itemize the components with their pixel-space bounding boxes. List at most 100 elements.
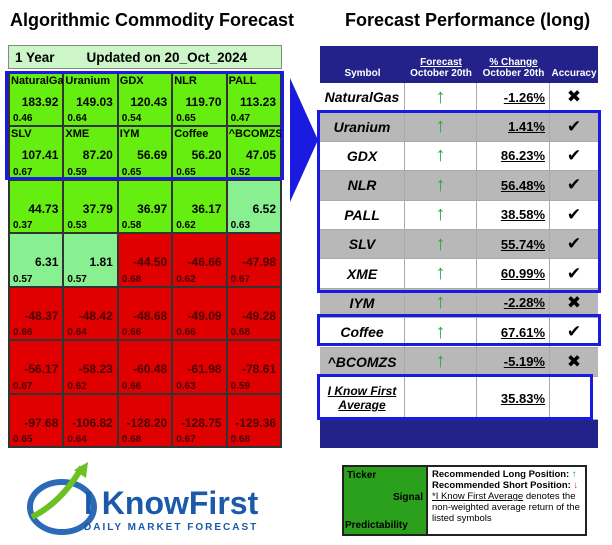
legend-note: denotes the non-weighted average return …: [432, 491, 580, 524]
cell-predictability: 0.64: [67, 113, 87, 125]
cell-signal: -129.36: [235, 415, 276, 430]
cell-ticker: SLV: [11, 128, 32, 141]
legend: Ticker Signal Predictability Recommended…: [342, 465, 587, 536]
table-row: Uranium ↑ 1.41% ✔: [320, 112, 598, 142]
cell-signal: -78.61: [241, 362, 276, 377]
performance-table: Symbol Forecast October 20th % Change Octo…: [317, 46, 601, 448]
cell-signal: -47.98: [241, 255, 276, 270]
cell-ticker: Coffee: [174, 128, 209, 141]
check-icon: ✔: [566, 145, 582, 165]
cell-ticker: PALL: [228, 75, 257, 87]
cell-predictability: 0.63: [176, 380, 196, 392]
row-change: 56.48%: [477, 171, 550, 200]
col-symbol: Symbol: [320, 46, 405, 83]
up-arrow-icon: ↑: [405, 200, 477, 229]
heatmap-cell: -48.37 0.66: [9, 286, 64, 341]
row-symbol: NaturalGas: [320, 83, 405, 112]
heatmap-cell: 6.31 0.57: [9, 233, 64, 287]
cell-signal: -49.09: [187, 308, 222, 323]
cell-predictability: 0.53: [67, 220, 87, 232]
forecast-heatmap: NaturalGas 183.92 0.46 Uranium 149.03 0.64 GDX…: [8, 72, 283, 448]
table-row: GDX ↑ 86.23% ✔: [320, 141, 598, 172]
row-change: -5.19%: [477, 347, 550, 376]
heatmap-cell: -129.36 0.68: [226, 393, 281, 447]
cell-predictability: 0.54: [121, 113, 142, 125]
cell-ticker: NLR: [174, 75, 197, 87]
row-symbol: SLV: [320, 230, 405, 259]
heatmap-cell: ^BCOMZS 47.05 0.52: [226, 126, 283, 180]
cell-signal: 183.92: [21, 95, 59, 109]
cell-signal: -58.23: [78, 362, 113, 377]
cell-signal: 37.79: [82, 201, 113, 216]
row-change: -2.28%: [477, 288, 550, 318]
top-picks-outline: [5, 71, 284, 180]
heatmap-cell: IYM 56.69 0.65: [117, 126, 173, 180]
table-row: IYM ↑ -2.28% ✖: [320, 288, 598, 319]
heatmap-cell: -56.17 0.67: [9, 340, 64, 394]
heatmap-cell: -44.50 0.68: [117, 233, 173, 287]
cell-predictability: 0.68: [121, 433, 142, 445]
cell-signal: -46.66: [187, 255, 222, 270]
cell-signal: 6.52: [252, 201, 276, 216]
cell-signal: 44.73: [28, 201, 59, 216]
col-forecast-bottom: October 20th: [410, 68, 472, 79]
row-change: 60.99%: [477, 259, 550, 288]
legend-text: Recommended Long Position: ↑ Recommended…: [428, 467, 585, 534]
row-change: 55.74%: [477, 230, 550, 259]
top-performers-outline: [317, 110, 601, 293]
table-row: NaturalGas ↑ -1.26% ✖: [320, 83, 598, 113]
cell-signal: 107.41: [21, 148, 59, 163]
forecast-header: 1 Year Updated on 20_Oct_2024: [8, 45, 282, 69]
check-icon: ✔: [566, 234, 582, 254]
cell-predictability: 0.67: [176, 433, 196, 445]
heatmap-cell: -106.82 0.64: [63, 393, 118, 447]
average-row: I Know First Average 35.83%: [320, 377, 598, 420]
legend-predictability: Predictability: [345, 520, 408, 531]
legend-long: Recommended Long Position:: [432, 469, 570, 480]
table-row: XME ↑ 60.99% ✔: [320, 259, 598, 289]
up-arrow-icon: ↑: [571, 469, 577, 480]
heatmap-cell: XME 87.20 0.59: [63, 126, 118, 180]
cell-predictability: 0.62: [67, 380, 87, 392]
cell-predictability: 0.37: [13, 220, 33, 232]
horizon-label: 1 Year: [15, 49, 55, 65]
row-change: 38.58%: [477, 200, 550, 229]
cell-signal: -44.50: [133, 255, 168, 270]
legend-short: Recommended Short Position:: [432, 480, 571, 491]
cell-ticker: XME: [65, 128, 90, 141]
svg-text:I KnowFirst: I KnowFirst: [84, 485, 259, 521]
down-arrow-icon: ↓: [573, 480, 579, 491]
table-row: Coffee ↑ 67.61% ✔: [320, 318, 598, 348]
cell-signal: 87.20: [82, 148, 113, 163]
updated-label: Updated on 20_Oct_2024: [86, 49, 248, 65]
cell-predictability: 0.58: [121, 220, 142, 232]
heatmap-cell: 1.81 0.57: [63, 233, 118, 287]
row-symbol: Uranium: [320, 112, 405, 141]
cell-signal: -48.68: [133, 308, 168, 323]
cell-signal: -48.37: [24, 308, 59, 323]
heatmap-cell: 37.79 0.53: [63, 179, 118, 234]
average-label: I Know First Average: [320, 377, 405, 419]
cell-ticker: ^BCOMZS: [228, 128, 283, 141]
average-label-2: Average: [338, 398, 386, 412]
cell-predictability: 0.65: [13, 433, 33, 445]
cross-icon: ✖: [566, 351, 582, 371]
check-icon: ✔: [566, 116, 582, 136]
legend-ticker: Ticker: [347, 470, 377, 481]
cell-predictability: 0.64: [67, 433, 87, 445]
heatmap-cell: -97.68 0.65: [9, 393, 64, 447]
col-change: % Change October 20th: [477, 46, 550, 83]
heatmap-cell: -48.68 0.66: [117, 286, 173, 341]
cell-predictability: 0.64: [67, 327, 87, 339]
cell-predictability: 0.65: [121, 166, 142, 178]
up-arrow-icon: ↑: [405, 83, 477, 112]
cell-signal: -56.17: [24, 362, 59, 377]
heatmap-cell: Coffee 56.20 0.65: [172, 126, 227, 180]
cell-predictability: 0.63: [230, 220, 251, 232]
cell-predictability: 0.65: [176, 166, 196, 178]
legend-note-link: *I Know First Average: [432, 491, 524, 502]
check-icon: ✔: [566, 263, 582, 283]
table-row: NLR ↑ 56.48% ✔: [320, 171, 598, 201]
cross-icon: ✖: [566, 87, 582, 107]
up-arrow-icon: ↑: [405, 112, 477, 141]
